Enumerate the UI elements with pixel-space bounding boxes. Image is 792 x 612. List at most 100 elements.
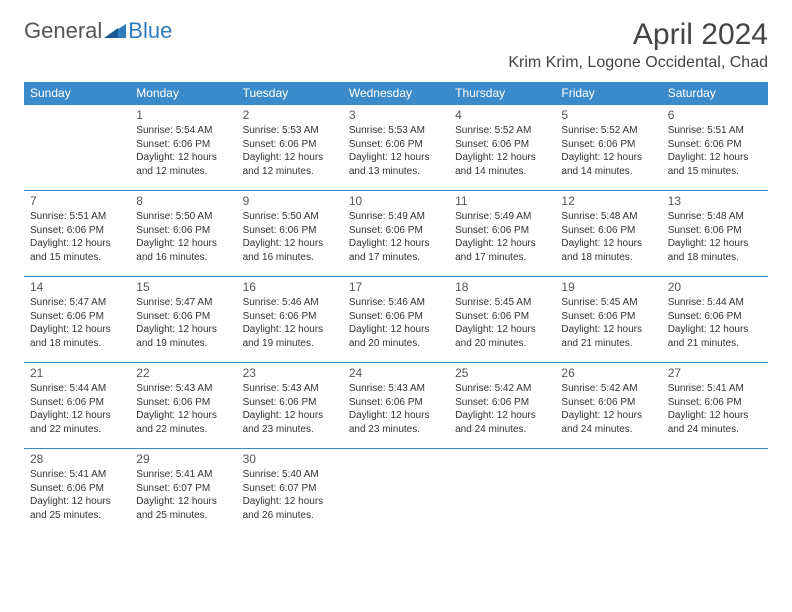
day-cell: 7Sunrise: 5:51 AMSunset: 6:06 PMDaylight…	[24, 191, 130, 277]
day-number: 27	[668, 365, 762, 381]
sunrise-text: Sunrise: 5:45 AM	[455, 296, 549, 310]
sunset-text: Sunset: 6:06 PM	[668, 138, 762, 152]
daylight-text: and 26 minutes.	[243, 509, 337, 523]
day-cell: 12Sunrise: 5:48 AMSunset: 6:06 PMDayligh…	[555, 191, 661, 277]
sunrise-text: Sunrise: 5:48 AM	[561, 210, 655, 224]
sunrise-text: Sunrise: 5:41 AM	[30, 468, 124, 482]
day-number: 8	[136, 193, 230, 209]
sunset-text: Sunset: 6:06 PM	[136, 310, 230, 324]
day-number: 12	[561, 193, 655, 209]
sunrise-text: Sunrise: 5:51 AM	[668, 124, 762, 138]
sunset-text: Sunset: 6:06 PM	[30, 396, 124, 410]
day-number: 23	[243, 365, 337, 381]
week-row: 1Sunrise: 5:54 AMSunset: 6:06 PMDaylight…	[24, 105, 768, 191]
daylight-text: Daylight: 12 hours	[349, 237, 443, 251]
sunrise-text: Sunrise: 5:50 AM	[136, 210, 230, 224]
sunset-text: Sunset: 6:06 PM	[561, 396, 655, 410]
day-number: 21	[30, 365, 124, 381]
daylight-text: Daylight: 12 hours	[349, 409, 443, 423]
week-row: 14Sunrise: 5:47 AMSunset: 6:06 PMDayligh…	[24, 277, 768, 363]
day-number: 14	[30, 279, 124, 295]
calendar-body: 1Sunrise: 5:54 AMSunset: 6:06 PMDaylight…	[24, 105, 768, 535]
daylight-text: and 16 minutes.	[136, 251, 230, 265]
day-cell: 18Sunrise: 5:45 AMSunset: 6:06 PMDayligh…	[449, 277, 555, 363]
daylight-text: Daylight: 12 hours	[561, 151, 655, 165]
sunrise-text: Sunrise: 5:46 AM	[243, 296, 337, 310]
daylight-text: Daylight: 12 hours	[561, 237, 655, 251]
day-cell: 9Sunrise: 5:50 AMSunset: 6:06 PMDaylight…	[237, 191, 343, 277]
daylight-text: Daylight: 12 hours	[243, 409, 337, 423]
daylight-text: Daylight: 12 hours	[243, 495, 337, 509]
day-header: Friday	[555, 82, 661, 105]
daylight-text: and 15 minutes.	[30, 251, 124, 265]
daylight-text: and 12 minutes.	[243, 165, 337, 179]
day-number: 26	[561, 365, 655, 381]
day-number: 7	[30, 193, 124, 209]
sunrise-text: Sunrise: 5:45 AM	[561, 296, 655, 310]
daylight-text: and 12 minutes.	[136, 165, 230, 179]
daylight-text: Daylight: 12 hours	[136, 151, 230, 165]
sunset-text: Sunset: 6:06 PM	[243, 396, 337, 410]
day-cell: 1Sunrise: 5:54 AMSunset: 6:06 PMDaylight…	[130, 105, 236, 191]
sunrise-text: Sunrise: 5:47 AM	[136, 296, 230, 310]
sunset-text: Sunset: 6:06 PM	[243, 310, 337, 324]
daylight-text: and 22 minutes.	[136, 423, 230, 437]
day-number: 30	[243, 451, 337, 467]
daylight-text: Daylight: 12 hours	[30, 237, 124, 251]
sunrise-text: Sunrise: 5:48 AM	[668, 210, 762, 224]
sunset-text: Sunset: 6:06 PM	[349, 138, 443, 152]
sunrise-text: Sunrise: 5:49 AM	[349, 210, 443, 224]
brand-text-blue: Blue	[128, 18, 172, 44]
daylight-text: Daylight: 12 hours	[243, 151, 337, 165]
sunrise-text: Sunrise: 5:53 AM	[349, 124, 443, 138]
day-number: 10	[349, 193, 443, 209]
sunset-text: Sunset: 6:06 PM	[30, 482, 124, 496]
daylight-text: and 21 minutes.	[561, 337, 655, 351]
week-row: 28Sunrise: 5:41 AMSunset: 6:06 PMDayligh…	[24, 449, 768, 535]
day-cell	[24, 105, 130, 191]
sunset-text: Sunset: 6:06 PM	[243, 138, 337, 152]
daylight-text: and 24 minutes.	[455, 423, 549, 437]
day-number: 9	[243, 193, 337, 209]
daylight-text: Daylight: 12 hours	[136, 495, 230, 509]
day-cell: 5Sunrise: 5:52 AMSunset: 6:06 PMDaylight…	[555, 105, 661, 191]
sunset-text: Sunset: 6:07 PM	[243, 482, 337, 496]
sunset-text: Sunset: 6:06 PM	[668, 310, 762, 324]
day-cell: 15Sunrise: 5:47 AMSunset: 6:06 PMDayligh…	[130, 277, 236, 363]
day-cell: 24Sunrise: 5:43 AMSunset: 6:06 PMDayligh…	[343, 363, 449, 449]
daylight-text: and 17 minutes.	[455, 251, 549, 265]
daylight-text: and 14 minutes.	[561, 165, 655, 179]
sunset-text: Sunset: 6:06 PM	[561, 224, 655, 238]
day-cell: 17Sunrise: 5:46 AMSunset: 6:06 PMDayligh…	[343, 277, 449, 363]
sunrise-text: Sunrise: 5:52 AM	[455, 124, 549, 138]
daylight-text: Daylight: 12 hours	[455, 151, 549, 165]
day-header: Saturday	[662, 82, 768, 105]
week-row: 21Sunrise: 5:44 AMSunset: 6:06 PMDayligh…	[24, 363, 768, 449]
day-number: 1	[136, 107, 230, 123]
day-number: 16	[243, 279, 337, 295]
sunset-text: Sunset: 6:06 PM	[136, 138, 230, 152]
sunset-text: Sunset: 6:06 PM	[561, 138, 655, 152]
daylight-text: Daylight: 12 hours	[136, 409, 230, 423]
sunrise-text: Sunrise: 5:40 AM	[243, 468, 337, 482]
daylight-text: Daylight: 12 hours	[136, 323, 230, 337]
daylight-text: Daylight: 12 hours	[30, 409, 124, 423]
daylight-text: and 19 minutes.	[136, 337, 230, 351]
daylight-text: Daylight: 12 hours	[349, 323, 443, 337]
day-number: 5	[561, 107, 655, 123]
day-number: 29	[136, 451, 230, 467]
sunrise-text: Sunrise: 5:43 AM	[136, 382, 230, 396]
daylight-text: and 22 minutes.	[30, 423, 124, 437]
day-number: 20	[668, 279, 762, 295]
day-cell	[662, 449, 768, 535]
day-header: Wednesday	[343, 82, 449, 105]
header: General Blue April 2024 Krim Krim, Logon…	[24, 18, 768, 72]
day-cell: 2Sunrise: 5:53 AMSunset: 6:06 PMDaylight…	[237, 105, 343, 191]
day-cell: 19Sunrise: 5:45 AMSunset: 6:06 PMDayligh…	[555, 277, 661, 363]
daylight-text: and 17 minutes.	[349, 251, 443, 265]
day-number: 2	[243, 107, 337, 123]
day-cell: 16Sunrise: 5:46 AMSunset: 6:06 PMDayligh…	[237, 277, 343, 363]
day-number: 19	[561, 279, 655, 295]
sunset-text: Sunset: 6:06 PM	[30, 310, 124, 324]
day-number: 17	[349, 279, 443, 295]
